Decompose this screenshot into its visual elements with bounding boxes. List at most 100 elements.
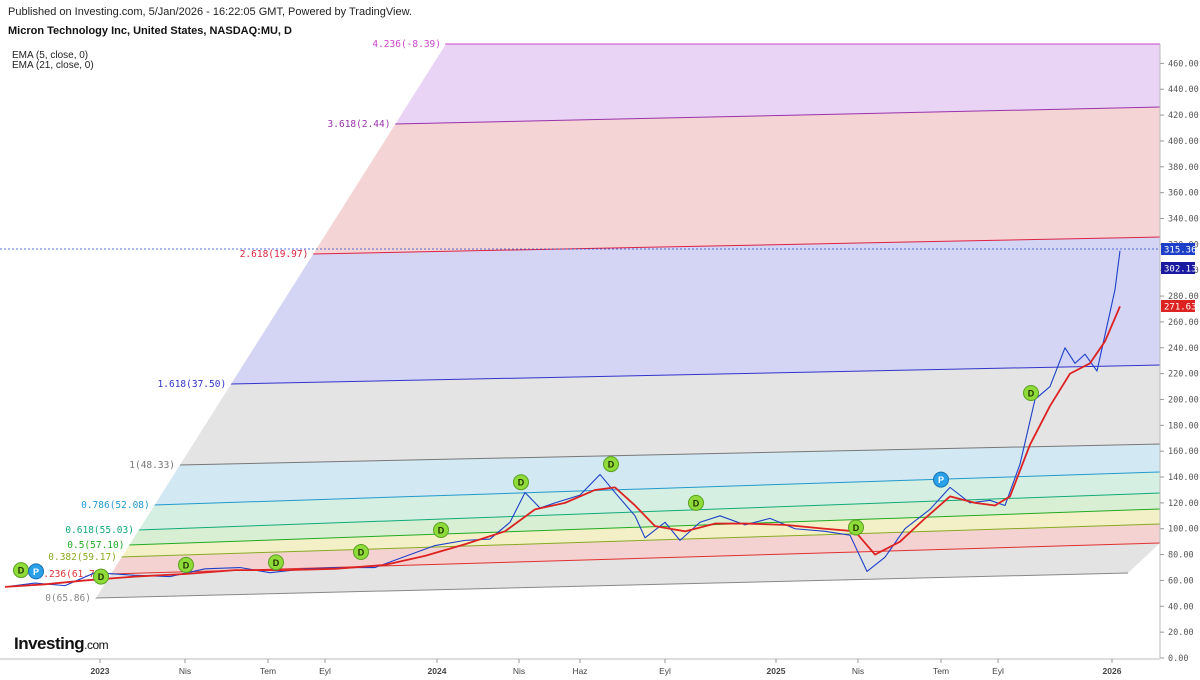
y-tick-label-14: 280.00 [1168, 292, 1199, 302]
p-marker-11 [933, 471, 949, 488]
fib-band-8 [312, 107, 1161, 254]
y-tick-label-0: 0.00 [1168, 654, 1188, 664]
price-tag-bg-1 [1161, 262, 1195, 274]
x-tick-label-4: 2024 [428, 666, 447, 676]
ema-21-label: EMA (21, close, 0) [12, 60, 94, 71]
d-marker-8 [603, 456, 619, 473]
fib-channel-lines [94, 43, 1161, 599]
fib-line-3 [128, 508, 1161, 546]
d-marker-3 [178, 556, 194, 573]
p-marker-1 [28, 563, 44, 580]
fib-line-8 [312, 236, 1161, 255]
fib-channel-labels: 0(65.86) 0.236(61.72) 0.382(59.17)0.5(57.1… [38, 39, 441, 604]
fib-band-1 [110, 524, 1160, 574]
d-marker-5 [353, 544, 369, 561]
fib-band-6 [179, 365, 1160, 465]
ema-5-label: EMA (5, close, 0) [12, 50, 89, 61]
d-marker-9 [688, 494, 704, 511]
fib-line-1 [110, 542, 1161, 575]
x-tick-label-3: Eyl [319, 666, 331, 676]
y-tick-label-3: 60.00 [1168, 576, 1194, 586]
marker-letter-8: D [608, 460, 615, 470]
fib-band-7 [230, 237, 1161, 384]
price-tag-0: 315.36 [1164, 246, 1197, 256]
x-tick-label-1: Nis [179, 666, 191, 676]
d-marker-7 [513, 474, 529, 491]
fib-line-0 [94, 572, 1129, 599]
fib-channel-fills [95, 44, 1161, 598]
d-marker-10 [848, 519, 864, 536]
marker-letter-12: D [1028, 389, 1035, 399]
price-tag-1: 302.13 [1164, 265, 1197, 275]
marker-letter-0: D [18, 566, 25, 576]
marker-letter-2: D [98, 572, 105, 582]
y-tick-label-18: 360.00 [1168, 189, 1199, 199]
y-tick-label-7: 140.00 [1168, 473, 1199, 483]
fib-band-2 [120, 509, 1160, 557]
fib-line-7 [230, 364, 1161, 385]
fib-label-7: 1.618(37.50) [158, 379, 227, 390]
fib-label-1: 0.236(61.72) [38, 569, 107, 580]
x-tick-label-6: Haz [572, 666, 587, 676]
fib-label-10: 4.236(-8.39) [372, 39, 441, 50]
x-tick-label-0: 2023 [91, 666, 110, 676]
fib-label-5: 0.786(52.08) [81, 500, 150, 511]
fib-band-0 [95, 543, 1160, 598]
x-tick-label-8: 2025 [767, 666, 786, 676]
fib-label-6: 1(48.33) [129, 460, 175, 471]
y-tick-label-13: 260.00 [1168, 318, 1199, 328]
fib-line-2 [120, 523, 1161, 558]
marker-letter-1: P [33, 567, 39, 577]
d-marker-4 [268, 554, 284, 571]
marker-letter-5: D [358, 548, 365, 558]
fib-label-8: 2.618(19.97) [240, 249, 309, 260]
x-tick-label-9: Nis [852, 666, 864, 676]
fib-band-3 [128, 493, 1160, 545]
fib-line-5 [153, 471, 1161, 506]
published-caption: Published on Investing.com, 5/Jan/2026 -… [8, 6, 412, 18]
y-tick-label-12: 240.00 [1168, 344, 1199, 354]
fib-band-4 [137, 472, 1161, 530]
channel-edge [94, 43, 446, 599]
y-tick-label-19: 380.00 [1168, 163, 1199, 173]
fib-band-9 [394, 44, 1160, 124]
price-tag-bg-0 [1161, 243, 1195, 255]
fib-band-5 [153, 444, 1160, 505]
series-1 [4, 306, 1121, 588]
x-tick-label-2: Tem [260, 666, 276, 676]
symbol-title: Micron Technology Inc, United States, NA… [8, 25, 292, 37]
d-marker-2 [93, 568, 109, 585]
fib-label-3: 0.5(57.10) [67, 540, 124, 551]
y-tick-label-9: 180.00 [1168, 421, 1199, 431]
x-tick-label-7: Eyl [659, 666, 671, 676]
marker-letter-11: P [938, 475, 944, 485]
y-tick-label-8: 160.00 [1168, 447, 1199, 457]
marker-letter-9: D [693, 498, 700, 508]
fib-line-4 [137, 492, 1161, 531]
x-tick-label-11: Eyl [992, 666, 1004, 676]
d-marker-12 [1023, 385, 1039, 402]
fib-label-2: 0.382(59.17) [48, 552, 117, 563]
marker-letter-6: D [438, 526, 445, 536]
x-tick-label-10: Tem [933, 666, 949, 676]
price-tags: 315.36 302.13 271.63 [1161, 243, 1197, 313]
y-tick-label-20: 400.00 [1168, 137, 1199, 147]
series-lines [4, 250, 1121, 588]
fib-line-9 [394, 106, 1161, 125]
fib-line-6 [179, 443, 1161, 466]
price-tag-bg-2 [1161, 300, 1195, 312]
y-tick-label-5: 100.00 [1168, 525, 1199, 535]
y-tick-label-10: 200.00 [1168, 395, 1199, 405]
y-tick-label-1: 20.00 [1168, 628, 1194, 638]
fib-label-0: 0(65.86) [45, 593, 91, 604]
marker-letter-3: D [183, 560, 190, 570]
marker-letter-7: D [518, 478, 525, 488]
y-tick-label-2: 40.00 [1168, 602, 1194, 612]
x-tick-label-5: Nis [513, 666, 525, 676]
y-tick-label-21: 420.00 [1168, 111, 1199, 121]
y-tick-label-6: 120.00 [1168, 499, 1199, 509]
y-tick-label-17: 340.00 [1168, 215, 1199, 225]
investing-logo: Investing.com [14, 634, 109, 653]
